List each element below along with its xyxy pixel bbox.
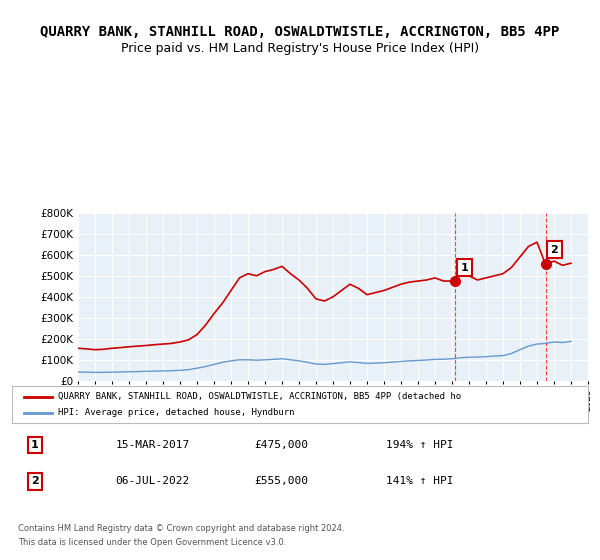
Text: Price paid vs. HM Land Registry's House Price Index (HPI): Price paid vs. HM Land Registry's House … xyxy=(121,42,479,55)
Text: £475,000: £475,000 xyxy=(254,440,308,450)
Text: 2: 2 xyxy=(31,477,39,486)
Text: QUARRY BANK, STANHILL ROAD, OSWALDTWISTLE, ACCRINGTON, BB5 4PP (detached ho: QUARRY BANK, STANHILL ROAD, OSWALDTWISTL… xyxy=(58,392,461,401)
Text: 141% ↑ HPI: 141% ↑ HPI xyxy=(386,477,454,486)
Text: 1: 1 xyxy=(461,263,468,273)
Text: 1: 1 xyxy=(31,440,39,450)
Text: 15-MAR-2017: 15-MAR-2017 xyxy=(116,440,190,450)
Text: 194% ↑ HPI: 194% ↑ HPI xyxy=(386,440,454,450)
Text: 2: 2 xyxy=(551,245,559,255)
Text: Contains HM Land Registry data © Crown copyright and database right 2024.: Contains HM Land Registry data © Crown c… xyxy=(18,524,344,533)
Text: HPI: Average price, detached house, Hyndburn: HPI: Average price, detached house, Hynd… xyxy=(58,408,295,417)
Text: This data is licensed under the Open Government Licence v3.0.: This data is licensed under the Open Gov… xyxy=(18,538,286,547)
Text: QUARRY BANK, STANHILL ROAD, OSWALDTWISTLE, ACCRINGTON, BB5 4PP: QUARRY BANK, STANHILL ROAD, OSWALDTWISTL… xyxy=(40,25,560,39)
Text: £555,000: £555,000 xyxy=(254,477,308,486)
Text: 06-JUL-2022: 06-JUL-2022 xyxy=(116,477,190,486)
